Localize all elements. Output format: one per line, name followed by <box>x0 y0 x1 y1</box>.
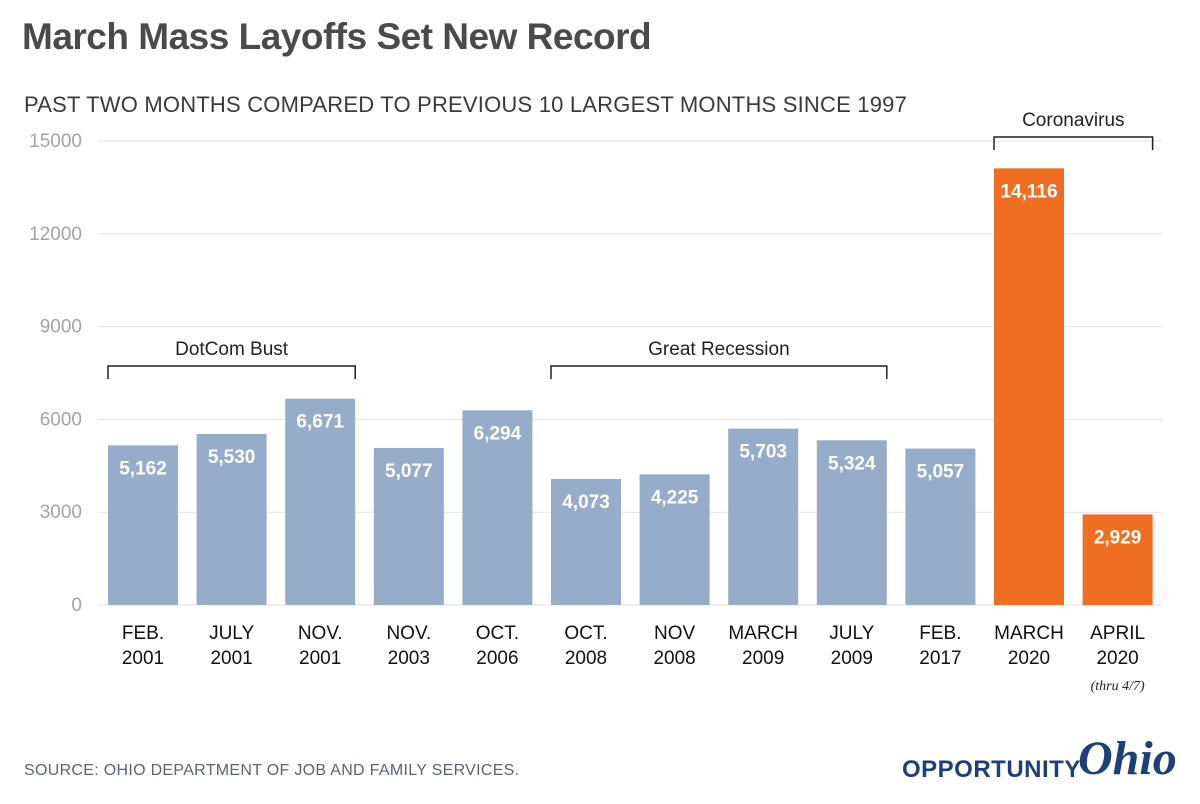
y-tick-label: 15000 <box>29 131 82 152</box>
chart-subtitle: PAST TWO MONTHS COMPARED TO PREVIOUS 10 … <box>24 92 908 117</box>
x-tick-label: 2003 <box>388 648 430 669</box>
bar <box>816 440 887 605</box>
bar-value-label: 5,077 <box>385 461 433 482</box>
bar-value-label: 14,116 <box>1000 181 1057 202</box>
bar-value-label: 6,294 <box>474 423 522 444</box>
x-tick-label: MARCH <box>728 623 798 644</box>
bar <box>551 479 621 605</box>
x-tick-label: 2001 <box>299 648 341 669</box>
x-tick-label: NOV. <box>298 623 343 644</box>
y-tick-label: 12000 <box>29 224 82 245</box>
x-tick-label: 2008 <box>565 648 607 669</box>
bar <box>373 447 444 605</box>
x-tick-label: 2020 <box>1008 648 1050 669</box>
bar-value-label: 4,073 <box>562 492 610 513</box>
bar-value-label: 5,703 <box>739 442 787 463</box>
x-tick-label: 2008 <box>653 648 695 669</box>
bar-value-label: 5,530 <box>208 447 256 468</box>
opportunity-ohio-logo: OPPORTUNITY Ohio <box>902 732 1192 785</box>
x-tick-label: FEB. <box>122 623 164 644</box>
bar-value-label: 4,225 <box>651 487 699 508</box>
x-tick-label: 2009 <box>742 648 784 669</box>
logo-word-opportunity: OPPORTUNITY <box>902 756 1081 783</box>
x-tick-label: 2009 <box>831 648 873 669</box>
bar <box>462 410 533 605</box>
x-tick-label: 2001 <box>210 648 252 669</box>
y-tick-label: 3000 <box>40 502 82 523</box>
x-tick-label: JULY <box>209 623 254 644</box>
bar-value-label: 5,057 <box>917 462 965 483</box>
annotation-bracket <box>550 365 888 379</box>
x-tick-label: 2020 <box>1096 648 1138 669</box>
footnote-label: (thru 4/7) <box>1091 679 1145 694</box>
annotation-bracket <box>107 365 356 379</box>
x-tick-label: 2017 <box>919 648 961 669</box>
chart-title: March Mass Layoffs Set New Record <box>22 16 652 57</box>
bar <box>285 398 356 605</box>
bar <box>108 445 178 605</box>
bar <box>639 474 710 605</box>
x-tick-label: OCT. <box>564 623 607 644</box>
bar <box>994 168 1064 605</box>
bar-value-label: 5,162 <box>119 458 167 479</box>
annotation-label: DotCom Bust <box>175 339 289 360</box>
annotation-label: Great Recession <box>648 339 790 360</box>
x-tick-label: FEB. <box>919 623 961 644</box>
x-tick-label: APRIL <box>1090 623 1145 644</box>
bar <box>1082 514 1153 605</box>
x-tick-label: JULY <box>829 623 874 644</box>
bar <box>905 448 976 605</box>
y-tick-label: 0 <box>71 595 82 616</box>
y-tick-label: 6000 <box>40 409 82 430</box>
y-tick-label: 9000 <box>40 317 82 338</box>
bar <box>728 428 799 605</box>
x-tick-label: 2006 <box>476 648 518 669</box>
bar <box>196 433 267 605</box>
bar-value-label: 2,929 <box>1094 527 1142 548</box>
annotation-bracket <box>993 136 1154 150</box>
annotation-label: Coronavirus <box>1022 110 1124 131</box>
source-note: SOURCE: OHIO DEPARTMENT OF JOB AND FAMIL… <box>24 762 520 779</box>
bar-value-label: 6,671 <box>296 412 344 433</box>
x-tick-label: NOV <box>654 623 696 644</box>
x-tick-label: NOV. <box>386 623 431 644</box>
x-tick-label: 2001 <box>122 648 164 669</box>
bar-chart: 0 3000 6000 9000 12000 15000 5,162 FEB. 2001 5,53… <box>29 110 1162 694</box>
x-tick-label: MARCH <box>994 623 1064 644</box>
bar-value-label: 5,324 <box>828 453 876 474</box>
logo-word-ohio: Ohio <box>1078 732 1177 785</box>
x-tick-label: OCT. <box>476 623 519 644</box>
